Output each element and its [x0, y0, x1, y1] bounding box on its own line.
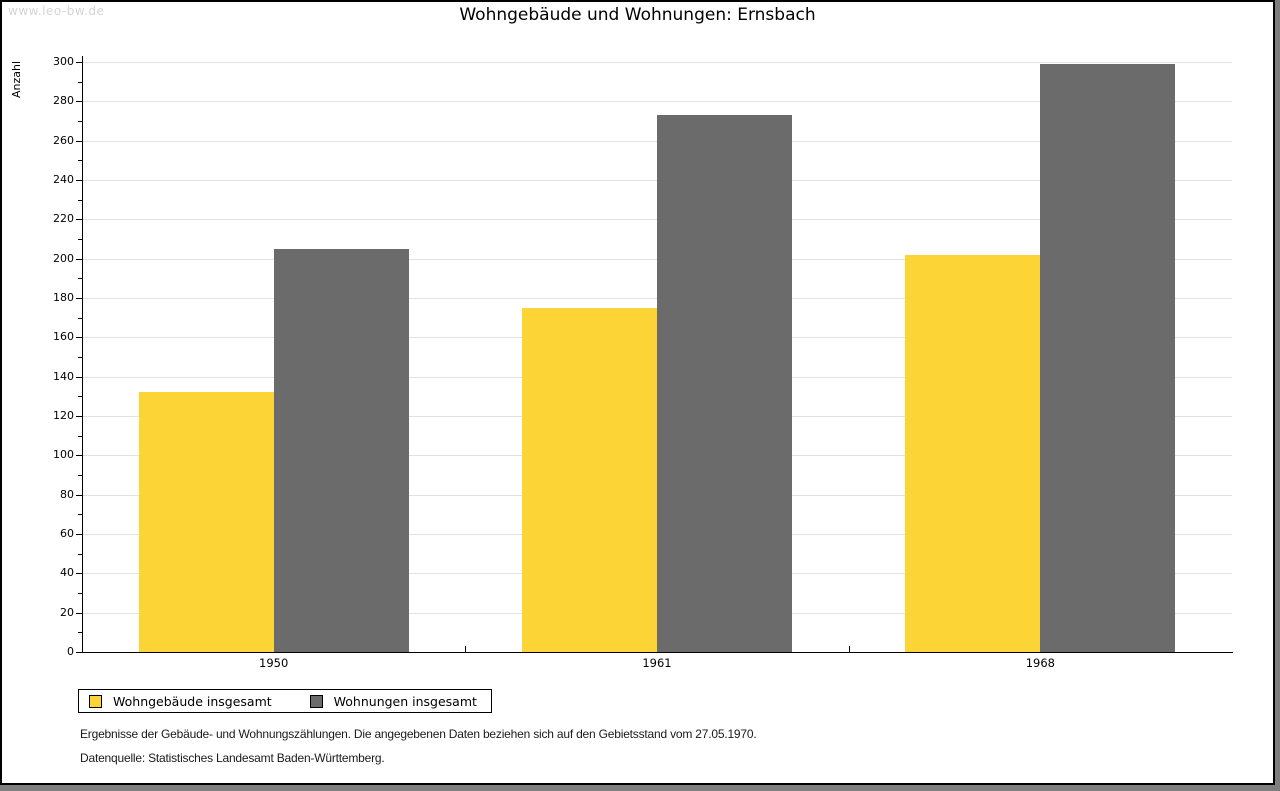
gridline-y-300: [83, 62, 1232, 63]
y-tick-label-40: 40: [60, 566, 74, 580]
bar-wohngebaeude-1950: [138, 392, 274, 652]
y-tick-label-20: 20: [60, 605, 74, 619]
legend-label-wohngebaeude: Wohngebäude insgesamt: [113, 693, 272, 709]
legend-swatch-wohngebaeude: [89, 694, 102, 708]
y-tick-60: [76, 534, 82, 535]
y-tick-120: [76, 416, 82, 417]
y-tick-label-200: 200: [53, 251, 74, 265]
y-tick-130: [78, 396, 82, 398]
y-tick-40: [76, 573, 82, 575]
y-tick-20: [76, 612, 82, 614]
footnote-line-1: Ergebnisse der Gebäude- und Wohnungszähl…: [80, 727, 757, 741]
y-tick-260: [76, 140, 82, 142]
y-tick-220: [76, 219, 82, 221]
y-tick-label-120: 120: [53, 409, 74, 422]
watermark-text: www.leo-bw.de: [8, 4, 105, 18]
y-tick-280: [76, 101, 82, 103]
y-tick-70: [78, 514, 82, 516]
y-tick-label-140: 140: [53, 369, 74, 383]
footnote-line-2: Datenquelle: Statistisches Landesamt Bad…: [80, 751, 385, 765]
legend-swatch-wohnungen: [309, 694, 323, 708]
y-tick-250: [78, 160, 82, 162]
y-tick-100: [76, 455, 82, 457]
y-tick-90: [78, 475, 82, 476]
y-tick-110: [78, 435, 82, 437]
y-tick-190: [78, 278, 82, 280]
x-axis-line: [82, 652, 1233, 653]
y-tick-label-300: 300: [53, 55, 74, 68]
y-tick-210: [78, 239, 82, 240]
x-boundary-tick-1: [465, 646, 467, 652]
legend-label-wohnungen: Wohnungen insgesamt: [333, 693, 477, 709]
y-tick-230: [78, 199, 82, 201]
bar-wohngebaeude-1961: [522, 307, 657, 652]
legend-box: Wohngebäude insgesamt Wohnungen insgesam…: [78, 689, 492, 713]
y-tick-label-80: 80: [60, 487, 74, 501]
y-tick-200: [76, 258, 82, 260]
x-tick-label-1968: 1968: [1025, 656, 1055, 670]
y-tick-label-260: 260: [53, 133, 74, 147]
y-axis-line: [82, 56, 83, 652]
y-tick-180: [76, 298, 82, 299]
bar-wohngebaeude-1968: [905, 254, 1041, 652]
y-tick-label-240: 240: [53, 173, 74, 186]
y-tick-label-60: 60: [60, 527, 74, 540]
y-tick-30: [78, 593, 82, 594]
y-tick-10: [78, 632, 82, 634]
y-tick-0: [76, 652, 82, 653]
bar-wohnungen-1950: [273, 248, 409, 652]
y-tick-label-100: 100: [53, 448, 74, 462]
y-tick-label-160: 160: [53, 330, 74, 344]
y-tick-label-220: 220: [53, 212, 74, 226]
x-tick-label-1961: 1961: [642, 656, 672, 670]
y-tick-270: [78, 121, 82, 122]
y-tick-290: [78, 81, 82, 83]
y-tick-50: [78, 553, 82, 555]
y-tick-150: [78, 357, 82, 358]
y-tick-160: [76, 337, 82, 339]
chart-title: Wohngebäude und Wohnungen: Ernsbach: [459, 5, 816, 25]
y-tick-140: [76, 376, 82, 378]
x-boundary-tick-2: [848, 646, 850, 652]
y-tick-label-280: 280: [53, 94, 74, 108]
y-tick-label-0: 0: [67, 645, 74, 658]
y-tick-170: [78, 317, 82, 319]
gridline-y-280: [83, 101, 1232, 103]
bar-wohnungen-1968: [1040, 63, 1176, 652]
x-tick-label-1950: 1950: [259, 656, 289, 670]
y-tick-300: [76, 62, 82, 63]
y-tick-80: [76, 494, 82, 496]
y-tick-label-180: 180: [53, 291, 74, 304]
bar-wohnungen-1961: [657, 115, 792, 652]
y-tick-240: [76, 180, 82, 181]
